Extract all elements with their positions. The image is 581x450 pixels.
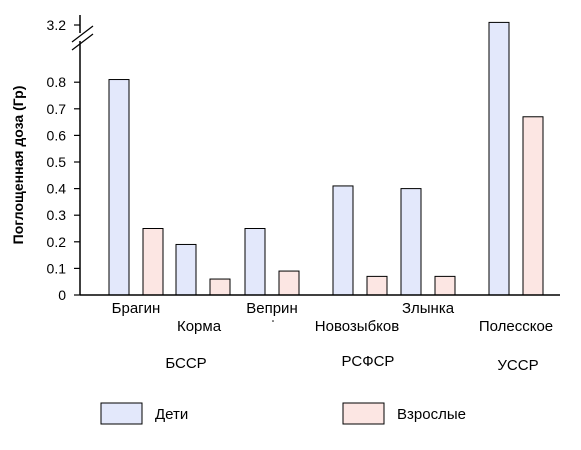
y-tick-label: 0.3 [47,207,67,223]
legend-label-adults: Взрослые [397,406,466,423]
labels-layer: 0 0.1 0.2 0.3 0.4 0.5 0.6 0.7 0.8 3.2 Поглощенная … [10,17,553,374]
bar-children [175,243,197,296]
dot-mark [272,320,274,322]
legend: Дети Взрослые [100,402,466,425]
y-tick-label: 3.2 [47,17,67,33]
legend-label-children: Дети [155,406,188,423]
bar-adults [142,228,164,296]
category-label: Злынка [402,300,455,317]
axes-layer [71,15,560,296]
category-label: Корма [177,318,222,335]
y-tick-label: 0.7 [47,101,67,117]
group-label: БССР [165,355,206,372]
bar-children [244,228,266,296]
y-tick-label: 0 [58,287,66,303]
y-tick-label: 0.8 [47,74,67,90]
y-axis-title: Поглощенная доза (Гр) [10,86,26,245]
bar-adults [366,275,388,296]
y-tick-label: 0.2 [47,234,67,250]
bar-children [332,185,354,296]
y-tick-label: 0.5 [47,154,67,170]
y-tick-label: 0.6 [47,127,67,143]
bar-adults [522,116,544,296]
axis-break-mark-lower [71,33,94,51]
group-label: РСФСР [342,353,395,370]
bar-children [488,21,510,296]
legend-swatch-adults [342,402,385,425]
y-tick-label: 0.4 [47,181,67,197]
y-tick-label: 0.1 [47,260,67,276]
axis-break-mark-upper [71,25,94,43]
bar-children [108,79,130,296]
bar-adults [278,270,300,296]
bar-adults [434,275,456,296]
legend-swatch-children [100,402,143,425]
bar-adults [209,278,231,296]
category-label: Брагин [112,300,161,317]
bar-children [400,188,422,296]
category-label: Новозыбков [315,318,399,335]
category-label: Полесское [479,318,553,335]
category-label: Веприн [246,300,297,317]
group-label: УССР [497,357,538,374]
bars-layer [108,21,544,296]
